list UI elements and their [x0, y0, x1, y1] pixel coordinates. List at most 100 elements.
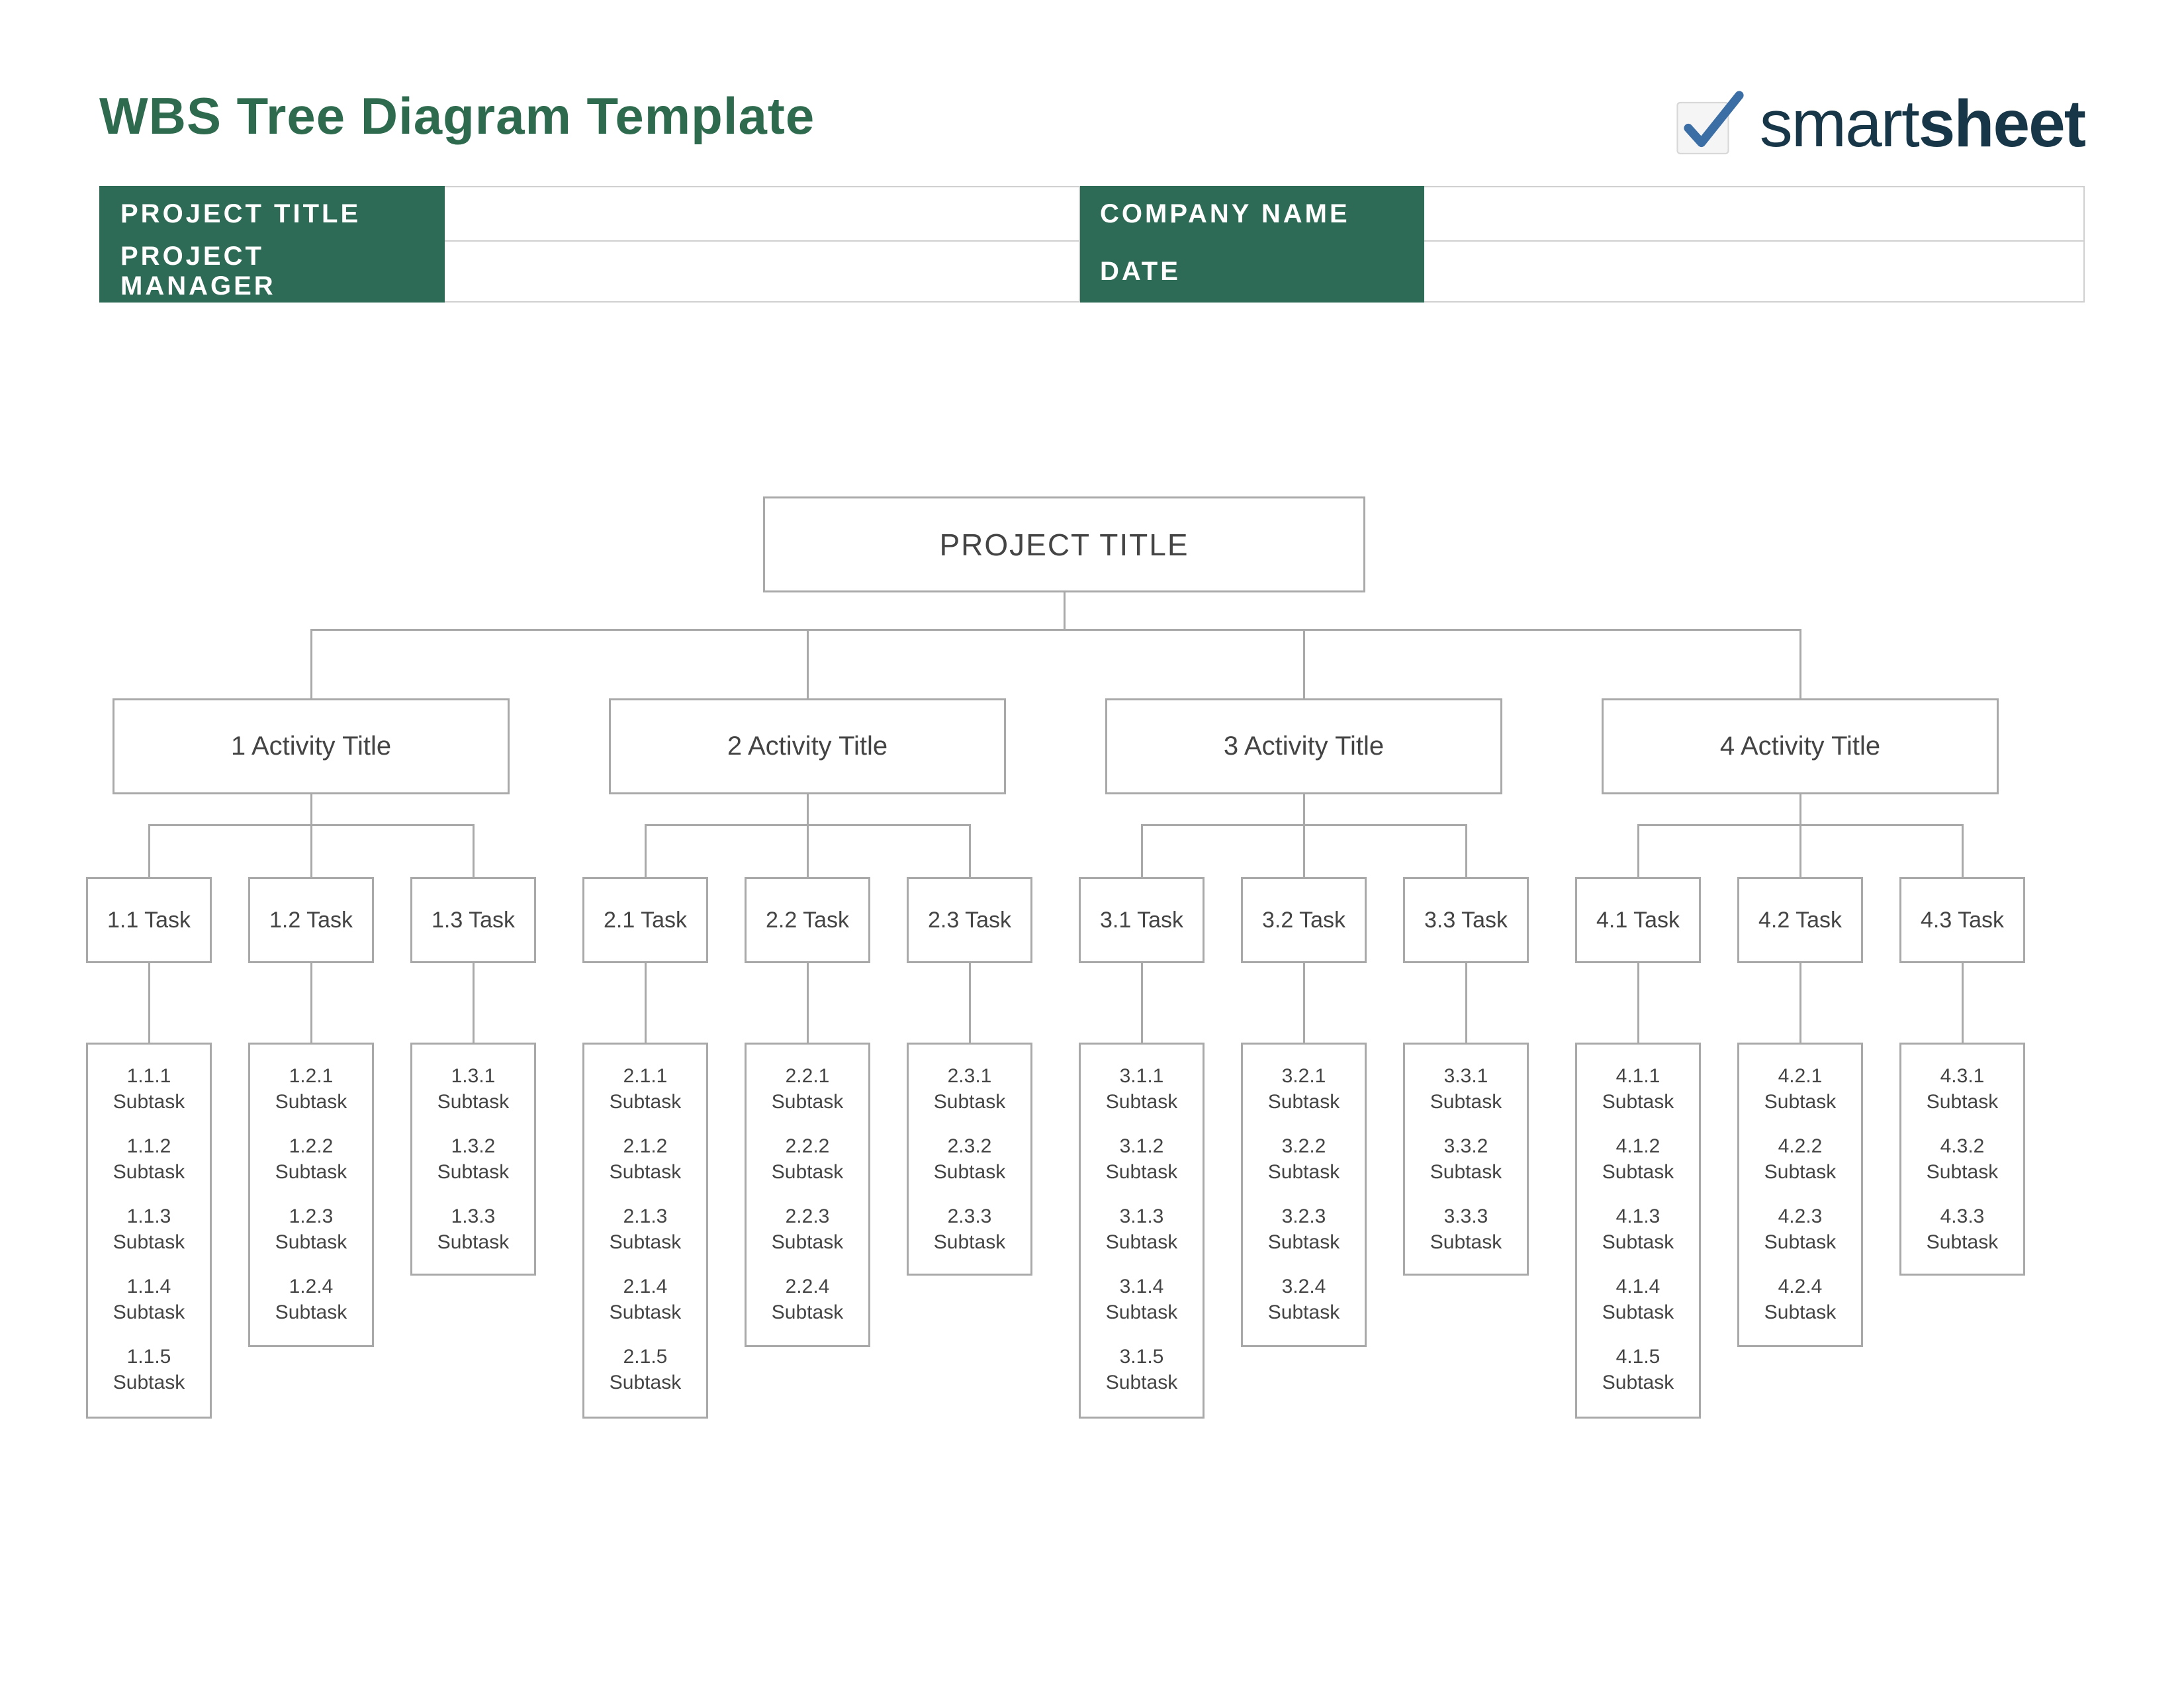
field-project-manager[interactable]	[444, 241, 1079, 302]
subtask-item: 3.1.4Subtask	[1094, 1274, 1189, 1325]
subtask-item: 3.2.1Subtask	[1256, 1063, 1351, 1115]
checkmark-icon	[1674, 88, 1747, 161]
activity-node: 3 Activity Title	[1105, 698, 1502, 794]
activity-node: 4 Activity Title	[1602, 698, 1999, 794]
connector	[645, 824, 647, 877]
subtask-item: 1.2.2Subtask	[263, 1133, 359, 1185]
connector	[310, 629, 1801, 631]
subtask-item: 3.2.4Subtask	[1256, 1274, 1351, 1325]
connector	[807, 794, 809, 824]
field-project-title[interactable]	[444, 187, 1079, 241]
subtask-item: 3.3.3Subtask	[1418, 1203, 1514, 1255]
subtask-item: 3.1.3Subtask	[1094, 1203, 1189, 1255]
subtask-item: 2.3.1Subtask	[922, 1063, 1017, 1115]
connector	[1303, 629, 1305, 698]
subtask-item: 1.1.4Subtask	[101, 1274, 197, 1325]
subtask-box: 4.3.1Subtask 4.3.2Subtask 4.3.3Subtask	[1899, 1043, 2025, 1276]
connector	[310, 963, 312, 1043]
connector	[645, 963, 647, 1043]
task-node: 1.3 Task	[410, 877, 536, 963]
subtask-item: 2.2.2Subtask	[760, 1133, 855, 1185]
subtask-item: 4.3.1Subtask	[1915, 1063, 2010, 1115]
connector	[1141, 824, 1143, 877]
subtask-item: 2.2.1Subtask	[760, 1063, 855, 1115]
connector	[148, 963, 150, 1043]
subtask-item: 1.2.3Subtask	[263, 1203, 359, 1255]
connector	[969, 963, 971, 1043]
subtask-item: 4.2.4Subtask	[1752, 1274, 1848, 1325]
task-node: 4.2 Task	[1737, 877, 1863, 963]
project-info-grid: PROJECT TITLE COMPANY NAME PROJECT MANAG…	[99, 186, 2085, 303]
subtask-box: 2.1.1Subtask2.1.2Subtask2.1.3Subtask2.1.…	[582, 1043, 708, 1419]
subtask-item: 1.3.1Subtask	[426, 1063, 521, 1115]
subtask-item: 3.2.3Subtask	[1256, 1203, 1351, 1255]
subtask-box: 2.2.1Subtask2.2.2Subtask2.2.3Subtask2.2.…	[745, 1043, 870, 1347]
task-node: 2.2 Task	[745, 877, 870, 963]
subtask-box: 4.2.1Subtask 4.2.2Subtask 4.2.3Subtask 4.2.…	[1737, 1043, 1863, 1347]
subtask-item: 2.1.4Subtask	[598, 1274, 693, 1325]
task-node: 3.3 Task	[1403, 877, 1529, 963]
subtask-item: 4.2.2Subtask	[1752, 1133, 1848, 1185]
subtask-item: 2.3.2Subtask	[922, 1133, 1017, 1185]
connector	[473, 963, 475, 1043]
task-node: 1.2 Task	[248, 877, 374, 963]
subtask-item: 1.1.3Subtask	[101, 1203, 197, 1255]
subtask-box: 2.3.1Subtask 2.3.2Subtask 2.3.3Subtask	[907, 1043, 1032, 1276]
connector	[1064, 592, 1066, 629]
activity-node: 2 Activity Title	[609, 698, 1006, 794]
subtask-item: 4.1.4Subtask	[1590, 1274, 1686, 1325]
connector	[1962, 824, 1964, 877]
subtask-item: 1.1.5Subtask	[101, 1344, 197, 1395]
root-node: PROJECT TITLE	[763, 496, 1365, 592]
label-project-title: PROJECT TITLE	[100, 187, 444, 241]
subtask-item: 1.2.1Subtask	[263, 1063, 359, 1115]
subtask-item: 2.3.3Subtask	[922, 1203, 1017, 1255]
connector	[807, 824, 809, 877]
subtask-item: 1.2.4Subtask	[263, 1274, 359, 1325]
subtask-item: 4.3.2Subtask	[1915, 1133, 2010, 1185]
subtask-item: 3.2.2Subtask	[1256, 1133, 1351, 1185]
subtask-item: 4.1.5Subtask	[1590, 1344, 1686, 1395]
connector	[1637, 824, 1639, 877]
subtask-item: 3.3.1Subtask	[1418, 1063, 1514, 1115]
connector	[1799, 824, 1801, 877]
task-node: 1.1 Task	[86, 877, 212, 963]
connector	[807, 629, 809, 698]
connector	[1141, 963, 1143, 1043]
connector	[1303, 963, 1305, 1043]
subtask-item: 4.2.3Subtask	[1752, 1203, 1848, 1255]
label-date: DATE	[1079, 241, 1424, 302]
subtask-item: 2.1.1Subtask	[598, 1063, 693, 1115]
brand-name-thin: smart	[1760, 87, 1919, 161]
label-project-manager: PROJECT MANAGER	[100, 241, 444, 302]
task-node: 4.1 Task	[1575, 877, 1701, 963]
connector	[1962, 963, 1964, 1043]
subtask-item: 3.3.2Subtask	[1418, 1133, 1514, 1185]
subtask-item: 1.1.1Subtask	[101, 1063, 197, 1115]
subtask-item: 4.3.3Subtask	[1915, 1203, 2010, 1255]
task-node: 2.3 Task	[907, 877, 1032, 963]
subtask-item: 2.1.5Subtask	[598, 1344, 693, 1395]
subtask-box: 4.1.1Subtask4.1.2Subtask4.1.3Subtask4.1.…	[1575, 1043, 1701, 1419]
subtask-item: 1.3.3Subtask	[426, 1203, 521, 1255]
connector	[1465, 963, 1467, 1043]
subtask-box: 1.1.1Subtask1.1.2Subtask1.1.3Subtask1.1.…	[86, 1043, 212, 1419]
subtask-box: 3.3.1Subtask 3.3.2Subtask 3.3.3Subtask	[1403, 1043, 1529, 1276]
subtask-item: 2.2.4Subtask	[760, 1274, 855, 1325]
subtask-item: 4.2.1Subtask	[1752, 1063, 1848, 1115]
subtask-item: 2.1.2Subtask	[598, 1133, 693, 1185]
field-company-name[interactable]	[1424, 187, 2084, 241]
field-date[interactable]	[1424, 241, 2084, 302]
connector	[807, 963, 809, 1043]
brand-logo: smartsheet	[1674, 86, 2085, 162]
connector	[1465, 824, 1467, 877]
connector	[310, 824, 312, 877]
subtask-item: 3.1.5Subtask	[1094, 1344, 1189, 1395]
connector	[969, 824, 971, 877]
task-node: 3.2 Task	[1241, 877, 1367, 963]
activity-node: 1 Activity Title	[113, 698, 510, 794]
task-node: 3.1 Task	[1079, 877, 1205, 963]
subtask-box: 3.1.1Subtask3.1.2Subtask3.1.3Subtask3.1.…	[1079, 1043, 1205, 1419]
connector	[1799, 963, 1801, 1043]
connector	[1637, 963, 1639, 1043]
